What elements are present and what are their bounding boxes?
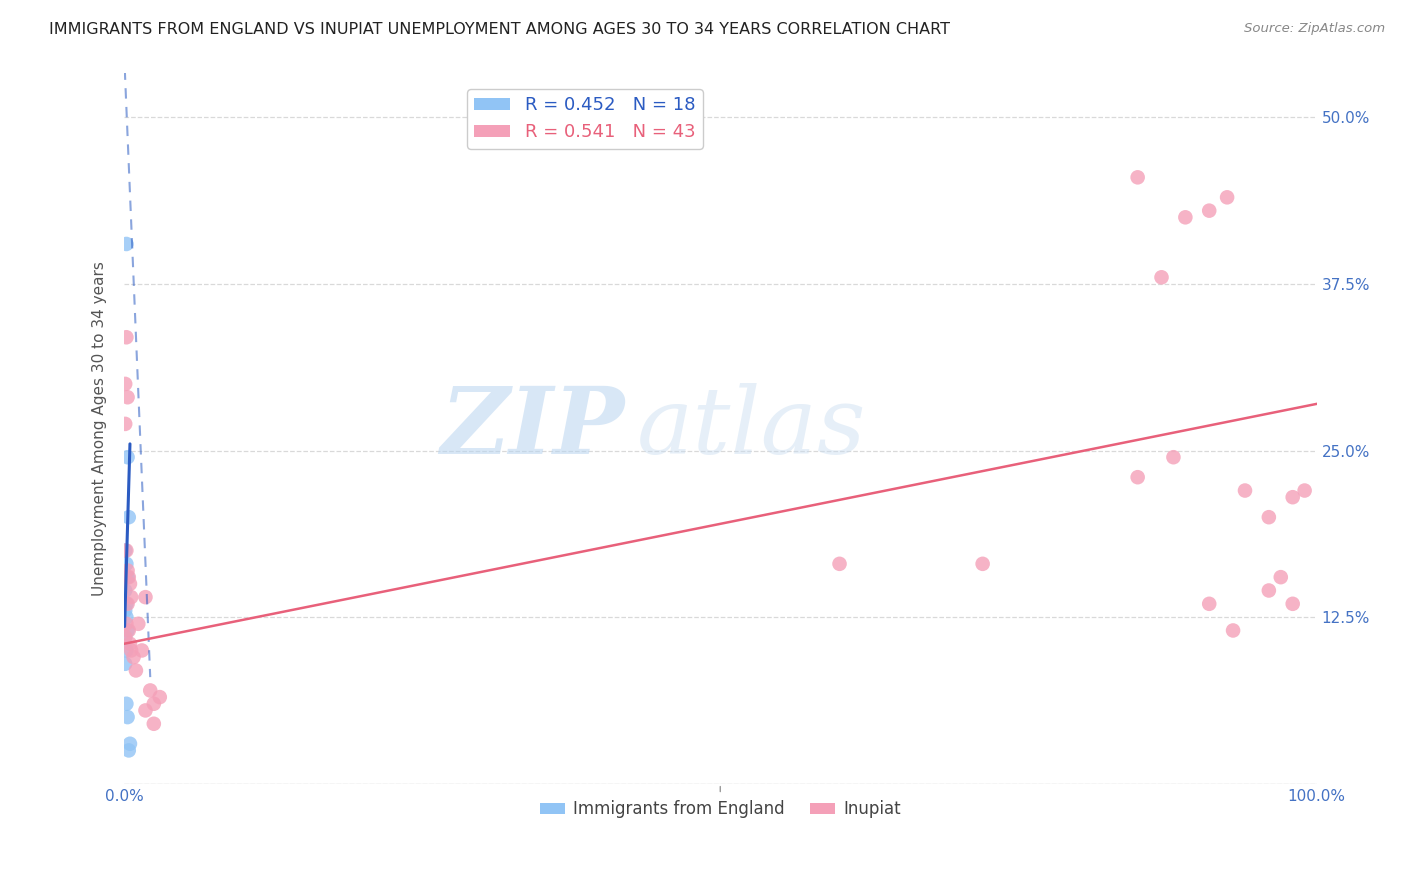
Point: [118, 510, 141, 524]
Point: [1294, 483, 1316, 498]
Point: [117, 710, 139, 724]
Point: [131, 643, 153, 657]
Point: [1126, 470, 1149, 484]
Point: [114, 376, 136, 391]
Text: IMMIGRANTS FROM ENGLAND VS INUPIAT UNEMPLOYMENT AMONG AGES 30 TO 34 YEARS CORREL: IMMIGRANTS FROM ENGLAND VS INUPIAT UNEMP…: [49, 22, 950, 37]
Point: [118, 743, 141, 757]
Point: [115, 697, 138, 711]
Text: Source: ZipAtlas.com: Source: ZipAtlas.com: [1244, 22, 1385, 36]
Point: [115, 610, 138, 624]
Point: [115, 237, 138, 252]
Point: [115, 597, 138, 611]
Point: [114, 657, 136, 671]
Point: [142, 716, 165, 731]
Y-axis label: Unemployment Among Ages 30 to 34 years: Unemployment Among Ages 30 to 34 years: [93, 261, 107, 596]
Point: [117, 450, 139, 465]
Point: [117, 624, 139, 638]
Point: [117, 390, 139, 404]
Point: [828, 557, 851, 571]
Point: [114, 630, 136, 644]
Point: [114, 630, 136, 644]
Point: [1126, 170, 1149, 185]
Point: [118, 570, 141, 584]
Point: [118, 637, 141, 651]
Point: [117, 597, 139, 611]
Point: [1150, 270, 1173, 285]
Point: [1270, 570, 1292, 584]
Point: [1257, 510, 1279, 524]
Point: [117, 570, 139, 584]
Point: [134, 590, 156, 604]
Point: [1163, 450, 1185, 465]
Point: [115, 543, 138, 558]
Point: [118, 577, 141, 591]
Text: ZIP: ZIP: [440, 384, 624, 474]
Point: [134, 703, 156, 717]
Point: [114, 417, 136, 431]
Point: [1222, 624, 1244, 638]
Point: [1281, 490, 1303, 504]
Point: [118, 624, 141, 638]
Text: atlas: atlas: [637, 384, 866, 474]
Point: [142, 697, 165, 711]
Point: [117, 564, 139, 578]
Point: [127, 616, 149, 631]
Legend: Immigrants from England, Inupiat: Immigrants from England, Inupiat: [533, 794, 907, 825]
Point: [120, 590, 142, 604]
Point: [115, 557, 138, 571]
Point: [1257, 583, 1279, 598]
Point: [114, 603, 136, 617]
Point: [1216, 190, 1239, 204]
Point: [125, 664, 148, 678]
Point: [1198, 203, 1220, 218]
Point: [1281, 597, 1303, 611]
Point: [1198, 597, 1220, 611]
Point: [115, 616, 138, 631]
Point: [120, 643, 142, 657]
Point: [1233, 483, 1256, 498]
Point: [114, 583, 136, 598]
Point: [972, 557, 994, 571]
Point: [115, 330, 138, 344]
Point: [149, 690, 172, 705]
Point: [1174, 211, 1197, 225]
Point: [114, 543, 136, 558]
Point: [118, 737, 141, 751]
Point: [139, 683, 162, 698]
Point: [115, 643, 138, 657]
Point: [122, 650, 145, 665]
